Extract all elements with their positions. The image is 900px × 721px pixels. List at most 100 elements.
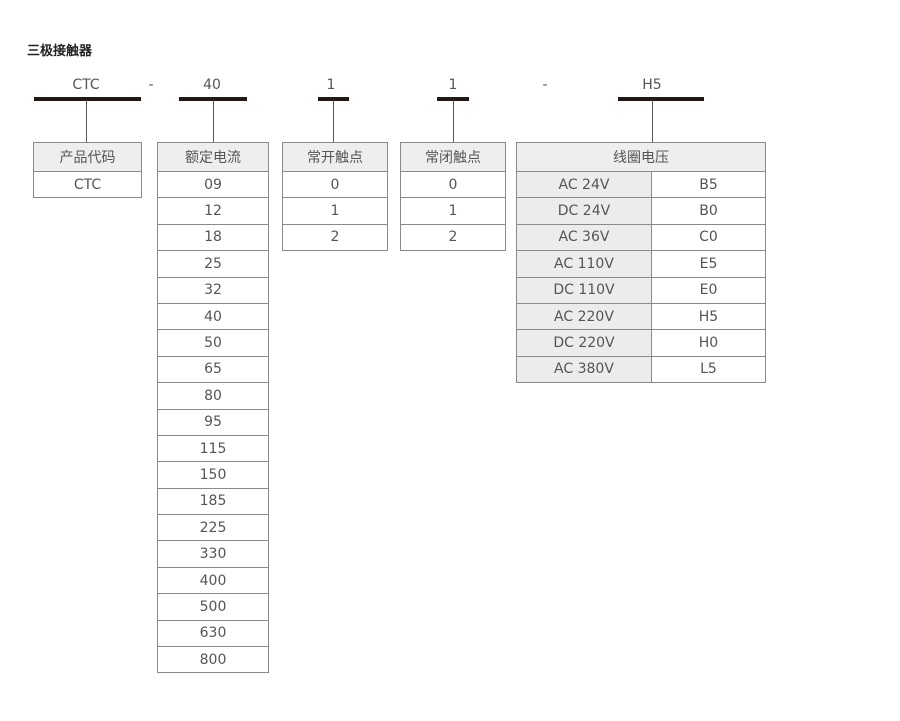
connector-line: [333, 100, 334, 142]
page-title: 三极接触器: [27, 44, 93, 59]
voltage-cell: AC 380V: [516, 355, 652, 384]
connector-line: [86, 100, 87, 142]
voltage-cell: DC 24V: [516, 197, 652, 225]
table-cell: 1: [400, 197, 506, 225]
no-contact-table: 常开触点 0 1 2: [282, 142, 388, 252]
table-row: 65: [157, 355, 269, 384]
table-cell: 09: [157, 170, 269, 199]
table-row: AC 380V L5: [516, 355, 767, 384]
table-row: DC 220V H0: [516, 329, 767, 357]
table-cell: 50: [157, 329, 269, 357]
coil-voltage-table: 线圈电压 AC 24V B5 DC 24V B0 AC 36V C0 AC 110V E5 DC …: [516, 142, 767, 384]
table-row: 150: [157, 461, 269, 489]
voltage-cell: DC 110V: [516, 276, 652, 304]
product-code-table: 产品代码 CTC: [33, 142, 142, 199]
nc-contact-table: 常闭触点 0 1 2: [400, 142, 506, 252]
connector-line: [213, 100, 214, 142]
table-row: 0: [400, 170, 506, 199]
table-row: AC 24V B5: [516, 170, 767, 199]
table-row: AC 110V E5: [516, 250, 767, 278]
table-cell: 40: [157, 302, 269, 331]
code-no-contact: 1: [326, 77, 336, 93]
table-cell: 2: [400, 223, 506, 252]
voltage-cell: AC 220V: [516, 302, 652, 331]
connector-line: [453, 100, 454, 142]
table-cell: 32: [157, 276, 269, 304]
code-product: CTC: [72, 77, 100, 93]
code-cell: E0: [650, 276, 767, 304]
table-row: AC 220V H5: [516, 302, 767, 331]
table-row: 18: [157, 223, 269, 252]
table-cell: CTC: [33, 170, 142, 199]
table-cell: 12: [157, 197, 269, 225]
voltage-cell: DC 220V: [516, 329, 652, 357]
rated-current-table: 额定电流 09 12 18 25 32 40 50 65 80 95 115 150 185 225 330 4…: [157, 142, 269, 674]
table-cell: 18: [157, 223, 269, 252]
table-row: 32: [157, 276, 269, 304]
bar-product: [34, 97, 141, 101]
table-cell: 1: [282, 197, 388, 225]
code-coil: H5: [642, 77, 662, 93]
table-cell: 500: [157, 593, 269, 621]
bar-coil: [618, 97, 704, 101]
table-row: 2: [400, 223, 506, 252]
table-row: DC 110V E0: [516, 276, 767, 304]
table-cell: 65: [157, 355, 269, 384]
table-header: 常开触点: [282, 142, 388, 172]
table-row: 115: [157, 434, 269, 463]
voltage-cell: AC 36V: [516, 223, 652, 252]
table-row: 185: [157, 487, 269, 516]
code-separator: -: [148, 77, 154, 93]
table-row: 80: [157, 382, 269, 410]
code-nc-contact: 1: [448, 77, 458, 93]
bar-current: [179, 97, 247, 101]
table-cell: 185: [157, 487, 269, 516]
table-header: 常闭触点: [400, 142, 506, 172]
table-cell: 150: [157, 461, 269, 489]
table-header: 产品代码: [33, 142, 142, 172]
code-cell: H0: [650, 329, 767, 357]
table-row: 40: [157, 302, 269, 331]
table-cell: 0: [400, 170, 506, 199]
table-row: 630: [157, 619, 269, 648]
code-separator: -: [542, 77, 548, 93]
table-row: 0: [282, 170, 388, 199]
table-cell: 630: [157, 619, 269, 648]
table-cell: 115: [157, 434, 269, 463]
table-row: 95: [157, 408, 269, 436]
code-cell: B0: [650, 197, 767, 225]
table-row: 12: [157, 197, 269, 225]
code-current: 40: [203, 77, 221, 93]
table-cell: 0: [282, 170, 388, 199]
table-row: 50: [157, 329, 269, 357]
table-cell: 25: [157, 250, 269, 278]
table-row: DC 24V B0: [516, 197, 767, 225]
table-cell: 2: [282, 223, 388, 252]
code-cell: H5: [650, 302, 767, 331]
table-row: 400: [157, 566, 269, 595]
table-row: 09: [157, 170, 269, 199]
table-cell: 400: [157, 566, 269, 595]
table-cell: 80: [157, 382, 269, 410]
table-row: AC 36V C0: [516, 223, 767, 252]
connector-line: [652, 100, 653, 142]
code-cell: E5: [650, 250, 767, 278]
table-row: 2: [282, 223, 388, 252]
table-cell: 330: [157, 540, 269, 568]
table-row: CTC: [33, 170, 142, 199]
code-cell: C0: [650, 223, 767, 252]
bar-nc-contact: [437, 97, 469, 101]
table-cell: 800: [157, 646, 269, 674]
code-cell: B5: [650, 170, 767, 199]
table-row: 500: [157, 593, 269, 621]
table-row: 25: [157, 250, 269, 278]
code-cell: L5: [650, 355, 767, 384]
voltage-cell: AC 24V: [516, 170, 652, 199]
table-cell: 95: [157, 408, 269, 436]
table-header: 线圈电压: [516, 142, 766, 172]
table-row: 330: [157, 540, 269, 568]
table-header: 额定电流: [157, 142, 269, 172]
table-cell: 225: [157, 514, 269, 542]
table-row: 800: [157, 646, 269, 674]
